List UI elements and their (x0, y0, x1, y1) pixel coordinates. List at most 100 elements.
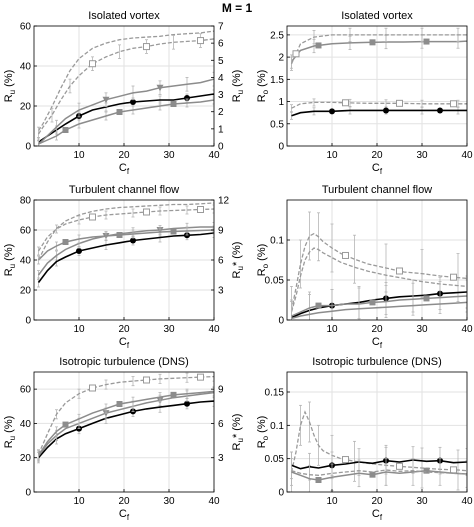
chart-panel-5: 10 20 30 40 0 20 40 60 3 6 9 Ru* (%) Isotropic turbu… (3, 356, 245, 522)
y-tick-label: 0 (278, 316, 284, 327)
y-tick-label: 80 (20, 196, 32, 207)
x-axis-label: Cf (119, 336, 130, 350)
y2-tick-label: 1 (218, 124, 224, 135)
x-tick-label: 10 (73, 324, 85, 335)
series-marker-circle (130, 237, 136, 244)
x-tick-label: 20 (118, 496, 130, 507)
x-axis-label: Cf (372, 336, 383, 350)
series-marker-square-open (396, 267, 403, 275)
y-tick-label: 0.1 (270, 421, 284, 432)
plot-area (290, 401, 467, 492)
y-tick-label: 0 (25, 142, 31, 153)
x-tick-label: 40 (208, 150, 220, 161)
series-line-1 (37, 232, 214, 283)
series-marker-square-open (143, 208, 150, 216)
series-marker-square (315, 477, 322, 483)
series-marker-square-open (197, 206, 204, 213)
y-tick-label: 0 (25, 316, 31, 327)
series-line-5 (37, 202, 214, 261)
series-marker-square (62, 421, 69, 428)
y-tick-label: 40 (20, 256, 32, 267)
chart-panel-2: 10 20 30 40 0 0.5 1 1.5 2 2.5 Isolated vortex Cf Ro … (256, 10, 473, 176)
x-axis-label: Cf (372, 508, 383, 522)
y-tick-label: 1.5 (270, 75, 284, 86)
series-line-3 (290, 40, 467, 63)
series-marker-square (170, 391, 177, 398)
series-line-1 (37, 400, 214, 459)
y-tick-label: 0.05 (265, 454, 285, 465)
series-marker-circle (76, 248, 82, 254)
y-tick-label: 0 (25, 488, 31, 499)
series-marker-square (170, 101, 177, 107)
series-marker-circle (184, 95, 190, 101)
series-marker-square (116, 109, 123, 115)
series-line-4 (291, 469, 467, 476)
y2-tick-label: 6 (218, 419, 224, 430)
y-tick-label: 0.05 (265, 276, 285, 287)
series-marker-circle (383, 107, 389, 114)
y2-tick-label: 7 (218, 22, 224, 33)
series-marker-square (423, 295, 430, 302)
series-line-5 (37, 38, 214, 135)
y-tick-label: 0 (278, 488, 284, 499)
series-marker-circle (437, 107, 443, 114)
x-tick-label: 30 (416, 324, 428, 335)
series-line-2 (291, 459, 467, 470)
y2-tick-label: 6 (218, 39, 224, 50)
series-marker-square-open (89, 60, 96, 68)
series-marker-square-open (450, 100, 457, 108)
y-tick-label: 20 (20, 286, 32, 297)
x-tick-label: 20 (371, 324, 383, 335)
series-marker-square-open (89, 384, 96, 392)
series-line-2 (290, 247, 467, 313)
y2-tick-label: 12 (218, 196, 230, 207)
plot-area (37, 202, 214, 288)
x-tick-label: 10 (326, 150, 338, 161)
y-tick-label: 40 (20, 62, 32, 73)
x-tick-label: 40 (461, 324, 473, 335)
y-tick-label: 40 (20, 419, 32, 430)
chart-title: Turbulent channel flow (69, 184, 179, 196)
y2-axis-label: Ru* (%) (231, 414, 245, 451)
y-axis-label: Ru (%) (3, 416, 17, 449)
y-axis-label: Ro (%) (256, 70, 270, 103)
y2-tick-label: 3 (218, 453, 224, 464)
figure-title: M = 1 (221, 1, 253, 15)
y-tick-label: 20 (20, 453, 32, 464)
x-tick-label: 40 (461, 150, 473, 161)
series-marker-square-open (396, 462, 403, 470)
y-tick-label: 60 (20, 226, 32, 237)
series-line-1 (290, 232, 467, 311)
series-marker-square (315, 42, 322, 49)
series-marker-square-open (143, 376, 150, 384)
x-tick-label: 30 (163, 324, 175, 335)
series-marker-square-open (143, 43, 150, 51)
y2-tick-label: 4 (218, 73, 224, 84)
plot-area (290, 211, 467, 320)
x-tick-label: 30 (416, 496, 428, 507)
chart-panel-6: 10 20 30 40 0 0.05 0.1 0.15 Isotropic turbulence… (256, 356, 473, 522)
y2-axis-label: Ru* (%) (231, 242, 245, 279)
x-axis-label: Cf (119, 508, 130, 522)
y-axis-label: Ru (%) (3, 244, 17, 277)
series-marker-triangle (102, 96, 110, 104)
series-marker-square (423, 38, 430, 45)
y-tick-label: 2.5 (270, 30, 284, 41)
series-marker-square (116, 232, 123, 238)
x-tick-label: 40 (461, 496, 473, 507)
chart-panel-4: 10 20 30 40 0 0.05 0.1 Turbulent channel flow Cf… (256, 184, 473, 350)
series-line-1 (291, 109, 467, 117)
x-tick-label: 20 (371, 496, 383, 507)
series-marker-circle (329, 108, 335, 115)
plot-area (290, 27, 467, 120)
series-marker-square (369, 299, 376, 306)
y-tick-label: 0.15 (265, 388, 285, 399)
y2-axis-label: Ru (%) (231, 70, 245, 103)
series-line-4 (37, 30, 214, 131)
y-axis-label: Ro (%) (256, 416, 270, 449)
y2-tick-label: 3 (218, 90, 224, 101)
x-tick-label: 20 (118, 324, 130, 335)
y2-tick-label: 0 (218, 142, 224, 153)
